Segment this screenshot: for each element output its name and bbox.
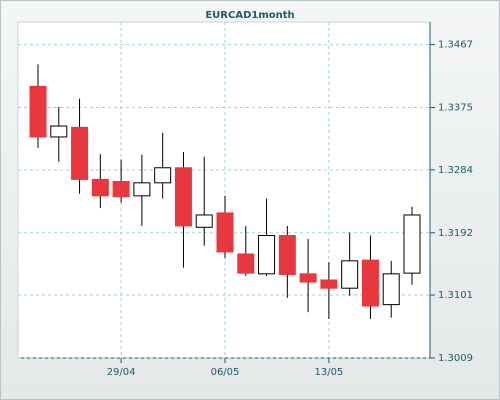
candle-body (278, 235, 296, 276)
y-tick-label: 1.3192 (438, 228, 473, 239)
candle-body (91, 178, 109, 197)
candle-body (382, 273, 400, 306)
candle-body (195, 214, 213, 228)
candle-body (216, 212, 234, 253)
candle-body (174, 167, 192, 227)
candle-body (71, 126, 89, 180)
x-tick-label: 13/05 (314, 367, 343, 378)
candle-body (133, 182, 151, 197)
candle-body (361, 259, 379, 307)
plot-area (17, 21, 431, 359)
y-tick-label: 1.3009 (438, 353, 473, 364)
candle-body (112, 180, 130, 198)
y-tick-label: 1.3101 (438, 290, 473, 301)
candle-body (50, 125, 68, 138)
candle-body (154, 167, 172, 184)
candle-body (341, 260, 359, 289)
y-tick-label: 1.3284 (438, 165, 473, 176)
candle-body (403, 214, 421, 274)
candle-body (299, 273, 317, 283)
chart-title: EURCAD1month (205, 10, 294, 21)
y-tick-label: 1.3467 (438, 40, 473, 51)
candle-body (320, 279, 338, 289)
candle-body (29, 85, 47, 138)
candle-body (258, 235, 276, 275)
x-tick-label: 06/05 (211, 367, 240, 378)
y-tick-label: 1.3375 (438, 103, 473, 114)
x-tick-label: 29/04 (107, 367, 136, 378)
candle-body (237, 253, 255, 274)
